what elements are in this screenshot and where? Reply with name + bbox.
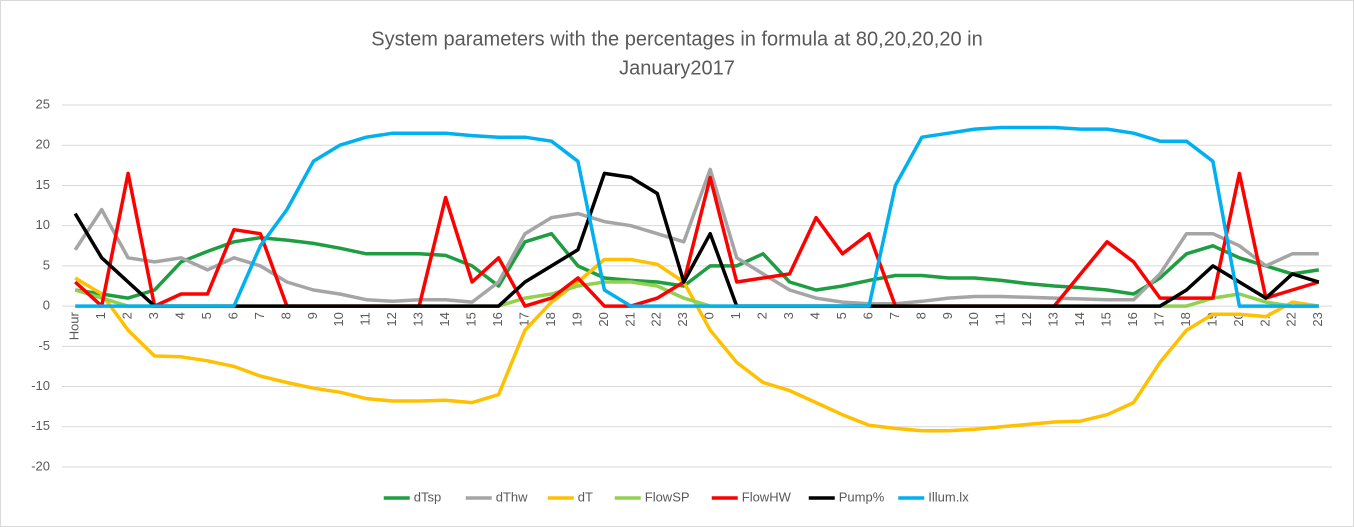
x-tick-label: 2: [755, 312, 770, 319]
y-tick-label: 25: [36, 96, 50, 111]
x-tick-label: 13: [411, 312, 426, 326]
x-tick-label: 10: [966, 312, 981, 326]
x-tick-label: 1: [93, 312, 108, 319]
x-tick-label: 7: [887, 312, 902, 319]
series-line: [74, 171, 1320, 308]
x-tick-label: 23: [675, 312, 690, 326]
y-tick-label: 0: [43, 298, 50, 313]
x-tick-label: 6: [225, 312, 240, 319]
x-tick-label: 22: [1284, 312, 1299, 326]
x-tick-label: 8: [278, 312, 293, 319]
x-tick-label: 4: [173, 312, 188, 319]
x-tick-label: 11: [993, 312, 1008, 326]
x-tick-label: 17: [516, 312, 531, 326]
x-tick-label: 15: [1099, 312, 1114, 326]
x-tick-label: 1: [728, 312, 743, 319]
x-tick-label: 13: [1046, 312, 1061, 326]
x-tick-label: 18: [543, 312, 558, 326]
x-tick-label: 15: [464, 312, 479, 326]
x-tick-label: 20: [596, 312, 611, 326]
x-tick-label: 14: [437, 312, 452, 326]
x-tick-label: 14: [1072, 312, 1087, 326]
x-tick-label: 3: [781, 312, 796, 319]
y-tick-label: 20: [36, 137, 50, 152]
chart-title: System parameters with the percentages i…: [371, 28, 982, 50]
series-line: [74, 231, 1320, 300]
x-tick-label: 18: [1178, 312, 1193, 326]
x-tick-label: 22: [649, 312, 664, 326]
y-tick-label: -10: [31, 378, 50, 393]
y-tick-label: 15: [36, 177, 50, 192]
legend-label: FlowSP: [645, 489, 690, 504]
legend-label: dThw: [496, 489, 528, 504]
x-tick-label: 10: [331, 312, 346, 326]
y-tick-label: 5: [43, 257, 50, 272]
x-tick-label: 6: [860, 312, 875, 319]
x-tick-label: 19: [569, 312, 584, 326]
legend-label: Pump%: [839, 489, 885, 504]
x-tick-label: 4: [808, 312, 823, 319]
legend-label: dTsp: [414, 489, 441, 504]
x-tick-label: 12: [1019, 312, 1034, 326]
x-tick-label: 8: [913, 312, 928, 319]
series-line: [75, 125, 1319, 308]
x-tick-label: 21: [622, 312, 637, 326]
x-tick-label: 0: [702, 312, 717, 319]
legend-label: dT: [578, 489, 593, 504]
y-tick-label: -20: [31, 458, 50, 473]
x-tick-label: Hour: [67, 311, 82, 340]
x-tick-label: 16: [490, 312, 505, 326]
x-tick-label: 23: [1310, 312, 1325, 326]
x-tick-label: 5: [199, 312, 214, 319]
x-tick-label: 9: [305, 312, 320, 319]
x-tick-label: 11: [358, 312, 373, 326]
x-tick-label: 9: [940, 312, 955, 319]
x-tick-label: 5: [834, 312, 849, 319]
x-tick-label: 17: [1151, 312, 1166, 326]
series-line: [73, 171, 1320, 308]
chart-title: January2017: [619, 57, 735, 79]
x-tick-label: 3: [146, 312, 161, 319]
y-tick-label: -5: [38, 338, 50, 353]
x-tick-label: 16: [1125, 312, 1140, 326]
y-tick-label: -15: [31, 418, 50, 433]
series-line: [73, 167, 1319, 306]
x-tick-label: 2: [120, 312, 135, 319]
legend: dTsp dThw dT FlowSP FlowHW Pump% Illum.lx: [383, 489, 969, 504]
y-tick-label: 10: [36, 217, 50, 232]
legend-label: Illum.lx: [928, 489, 969, 504]
x-tick-label: 7: [252, 312, 267, 319]
x-tick-label: 12: [384, 312, 399, 326]
legend-label: FlowHW: [742, 489, 792, 504]
